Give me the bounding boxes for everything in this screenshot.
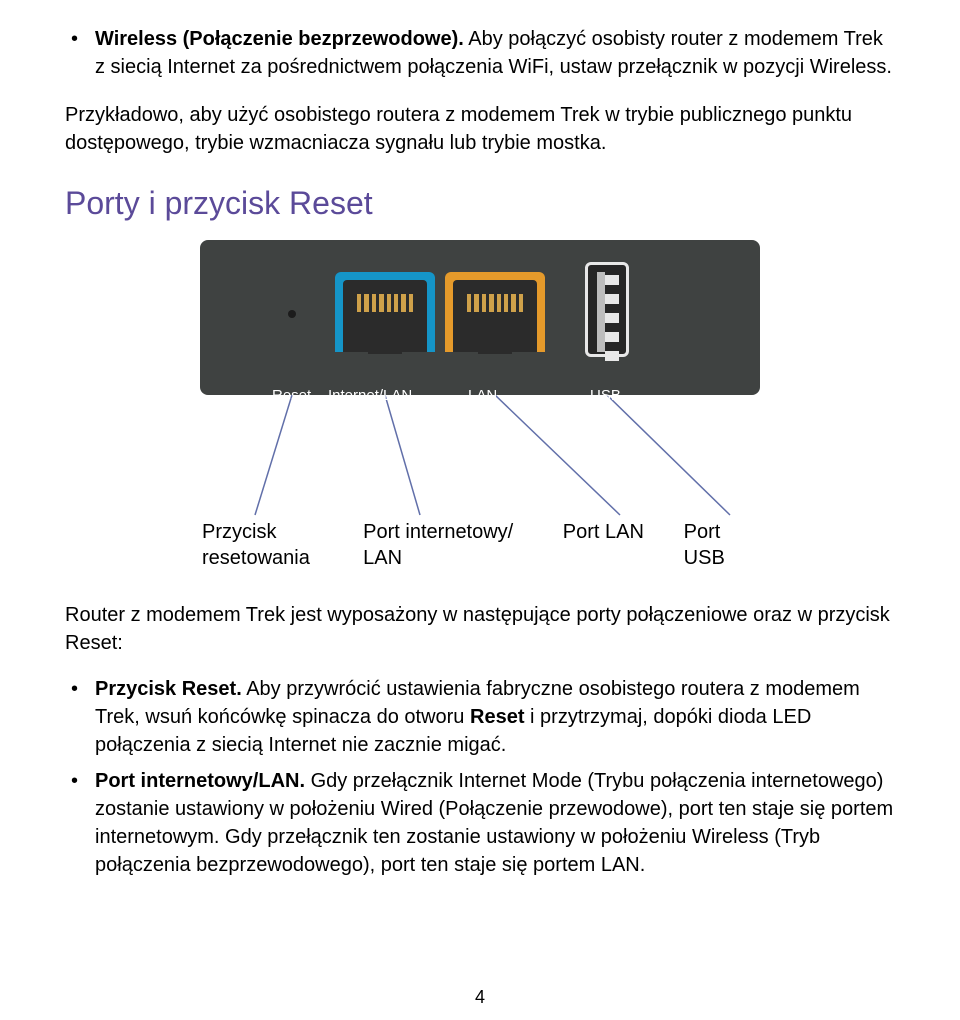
bullet-bold2: Reset bbox=[470, 706, 524, 728]
port-pins bbox=[467, 294, 523, 312]
bullet-text: Przycisk Reset. Aby przywrócić ustawieni… bbox=[95, 675, 895, 759]
usb-pins bbox=[605, 275, 619, 361]
section-title: Porty i przycisk Reset bbox=[65, 185, 895, 222]
bullet-text: Wireless (Połączenie bezprzewodowe). Aby… bbox=[95, 25, 895, 81]
bullet-reset: • Przycisk Reset. Aby przywrócić ustawie… bbox=[65, 675, 895, 759]
port-notch bbox=[368, 340, 402, 354]
annot-lan: Port LAN bbox=[563, 519, 684, 571]
bullet-bold: Przycisk Reset. bbox=[95, 678, 242, 700]
bullet-dot: • bbox=[65, 25, 95, 81]
after-bullet-paragraph: Przykładowo, aby użyć osobistego routera… bbox=[65, 101, 895, 157]
port-internet-lan bbox=[335, 272, 435, 352]
device-body: Reset Internet/LAN LAN USB bbox=[200, 240, 760, 395]
bullet-port-internet: • Port internetowy/LAN. Gdy przełącznik … bbox=[65, 767, 895, 879]
bullet-dot: • bbox=[65, 767, 95, 879]
page-number: 4 bbox=[0, 987, 960, 1008]
label-lan: LAN bbox=[468, 387, 497, 404]
label-reset: Reset bbox=[272, 387, 311, 404]
port-usb bbox=[585, 262, 629, 357]
label-usb: USB bbox=[590, 387, 621, 404]
port-pins bbox=[357, 294, 413, 312]
reset-hole-icon bbox=[288, 310, 296, 318]
device-diagram: Reset Internet/LAN LAN USB Przycisk rese… bbox=[200, 240, 760, 571]
annotation-row: Przycisk resetowania Port internetowy/ L… bbox=[200, 519, 760, 571]
port-lan bbox=[445, 272, 545, 352]
top-bullet: • Wireless (Połączenie bezprzewodowe). A… bbox=[65, 25, 895, 81]
annot-usb: Port USB bbox=[684, 519, 760, 571]
bullet-dot: • bbox=[65, 675, 95, 759]
usb-tongue bbox=[597, 272, 605, 352]
annot-reset: Przycisk resetowania bbox=[200, 519, 363, 571]
bullet-bold: Wireless (Połączenie bezprzewodowe). bbox=[95, 28, 464, 50]
port-notch bbox=[478, 340, 512, 354]
bullet-text: Port internetowy/LAN. Gdy przełącznik In… bbox=[95, 767, 895, 879]
label-internet: Internet/LAN bbox=[328, 387, 412, 404]
annot-internet-lan: Port internetowy/ LAN bbox=[363, 519, 563, 571]
body-paragraph: Router z modemem Trek jest wyposażony w … bbox=[65, 601, 895, 657]
bullet-bold: Port internetowy/LAN. bbox=[95, 770, 305, 792]
annotation-lines bbox=[200, 395, 760, 525]
